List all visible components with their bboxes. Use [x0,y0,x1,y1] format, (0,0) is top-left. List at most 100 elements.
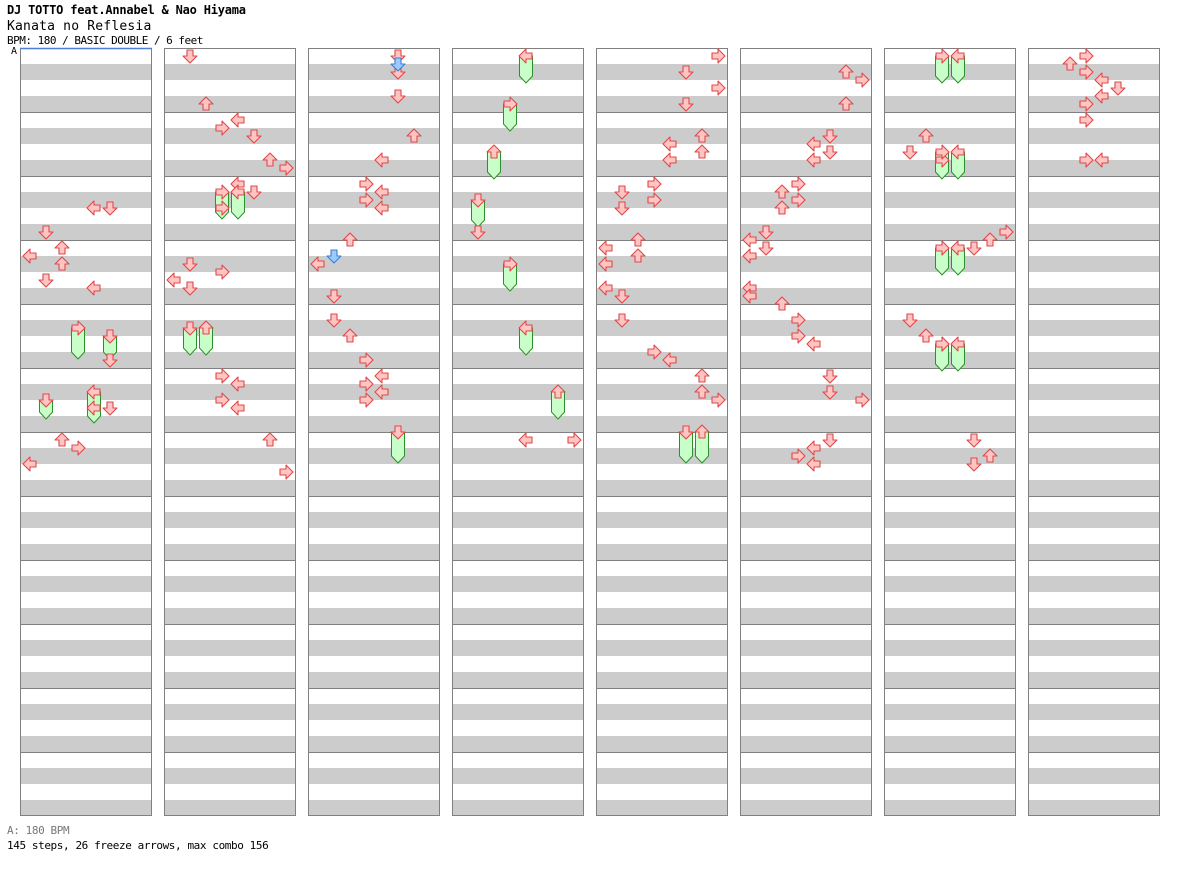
arrow-up-icon [694,368,710,383]
arrow-left-icon [518,432,533,448]
arrow-right-icon [71,440,86,456]
arrow-down-icon [326,289,342,304]
arrow-left-icon [374,200,389,216]
freeze-head-left-icon [86,384,101,400]
chart-column-7 [884,48,1016,816]
freeze-head-right-icon [935,336,950,352]
arrow-up-icon [342,232,358,247]
arrow-left-icon [86,200,101,216]
arrow-right-icon [647,176,662,192]
arrow-right-icon [855,72,870,88]
arrow-down-icon [38,273,54,288]
chart-stats: 145 steps, 26 freeze arrows, max combo 1… [7,839,269,852]
arrow-right-icon [215,264,230,280]
arrow-right-icon [215,392,230,408]
chart-column-2 [164,48,296,816]
arrow-down-icon [758,225,774,240]
freeze-head-down-icon [38,393,54,408]
arrow-right-icon [279,160,294,176]
freeze-head-down-icon [102,329,118,344]
arrow-down-icon [182,281,198,296]
arrow-down-icon [614,201,630,216]
arrow-up-icon [54,240,70,255]
freeze-head-down-icon [182,321,198,336]
bpm-legend: A: 180 BPM [7,824,70,837]
arrow-left-icon [598,240,613,256]
arrow-right-icon [1079,96,1094,112]
freeze-head-right-icon [503,256,518,272]
arrow-down-icon [902,145,918,160]
freeze-head-right-icon [935,48,950,64]
freeze-head-right-icon [935,240,950,256]
freeze-head-left-icon [230,184,245,200]
arrow-left-icon [374,368,389,384]
arrow-left-icon [230,400,245,416]
arrow-right-icon [791,192,806,208]
arrow-down-icon [38,225,54,240]
freeze-head-left-icon [518,320,533,336]
arrow-up-icon [982,232,998,247]
arrow-left-icon [662,352,677,368]
arrow-up-icon [54,256,70,271]
arrow-left-icon [806,136,821,152]
arrow-up-icon [774,200,790,215]
freeze-head-down-icon [470,193,486,208]
arrow-up-icon [262,152,278,167]
arrow-down-icon [326,313,342,328]
arrow-down-icon [758,241,774,256]
arrow-left-icon [1094,72,1109,88]
arrow-up-icon [1062,56,1078,71]
bpm-change-label: A [11,46,18,57]
arrow-down-icon [182,49,198,64]
arrow-down-icon [966,457,982,472]
freeze-head-left-icon [950,240,965,256]
chart-column-1 [20,48,152,816]
arrow-down-icon [822,145,838,160]
arrow-down-icon [102,353,118,368]
song-artist: DJ TOTTO feat.Annabel & Nao Hiyama [7,3,246,17]
arrow-right-icon [1079,48,1094,64]
arrow-right-icon [215,200,230,216]
freeze-head-up-icon [198,320,214,335]
arrow-right-icon [647,192,662,208]
arrow-left-icon [310,256,325,272]
arrow-up-icon [630,248,646,263]
chart-column-3 [308,48,440,816]
arrow-down-icon [822,129,838,144]
freeze-head-right-icon [935,144,950,160]
arrow-right-icon [791,328,806,344]
chart-info: BPM: 180 / BASIC DOUBLE / 6 feet [7,34,203,47]
arrow-left-icon [806,440,821,456]
arrow-up-icon [54,432,70,447]
arrow-down-icon [822,433,838,448]
arrow-down-icon [614,185,630,200]
arrow-right-icon [567,432,582,448]
arrow-down-blue-icon [326,249,342,264]
arrow-down-icon [246,129,262,144]
freeze-head-left-icon [518,48,533,64]
arrow-right-icon [359,392,374,408]
arrow-left-icon [662,152,677,168]
arrow-up-icon [918,128,934,143]
arrow-right-icon [711,48,726,64]
arrow-up-icon [982,448,998,463]
arrow-right-icon [711,80,726,96]
arrow-left-icon [230,112,245,128]
arrow-right-icon [215,368,230,384]
freeze-head-up-icon [694,424,710,439]
arrow-up-icon [918,328,934,343]
arrow-down-blue-icon [390,57,406,72]
arrow-down-icon [822,385,838,400]
arrow-right-icon [791,448,806,464]
arrow-up-icon [694,384,710,399]
arrow-left-icon [22,248,37,264]
arrow-up-icon [406,128,422,143]
arrow-right-icon [1079,64,1094,80]
chart-column-6 [740,48,872,816]
arrow-down-icon [678,97,694,112]
arrow-left-icon [742,288,757,304]
arrow-down-icon [678,65,694,80]
arrow-up-icon [838,64,854,79]
arrow-right-icon [359,376,374,392]
